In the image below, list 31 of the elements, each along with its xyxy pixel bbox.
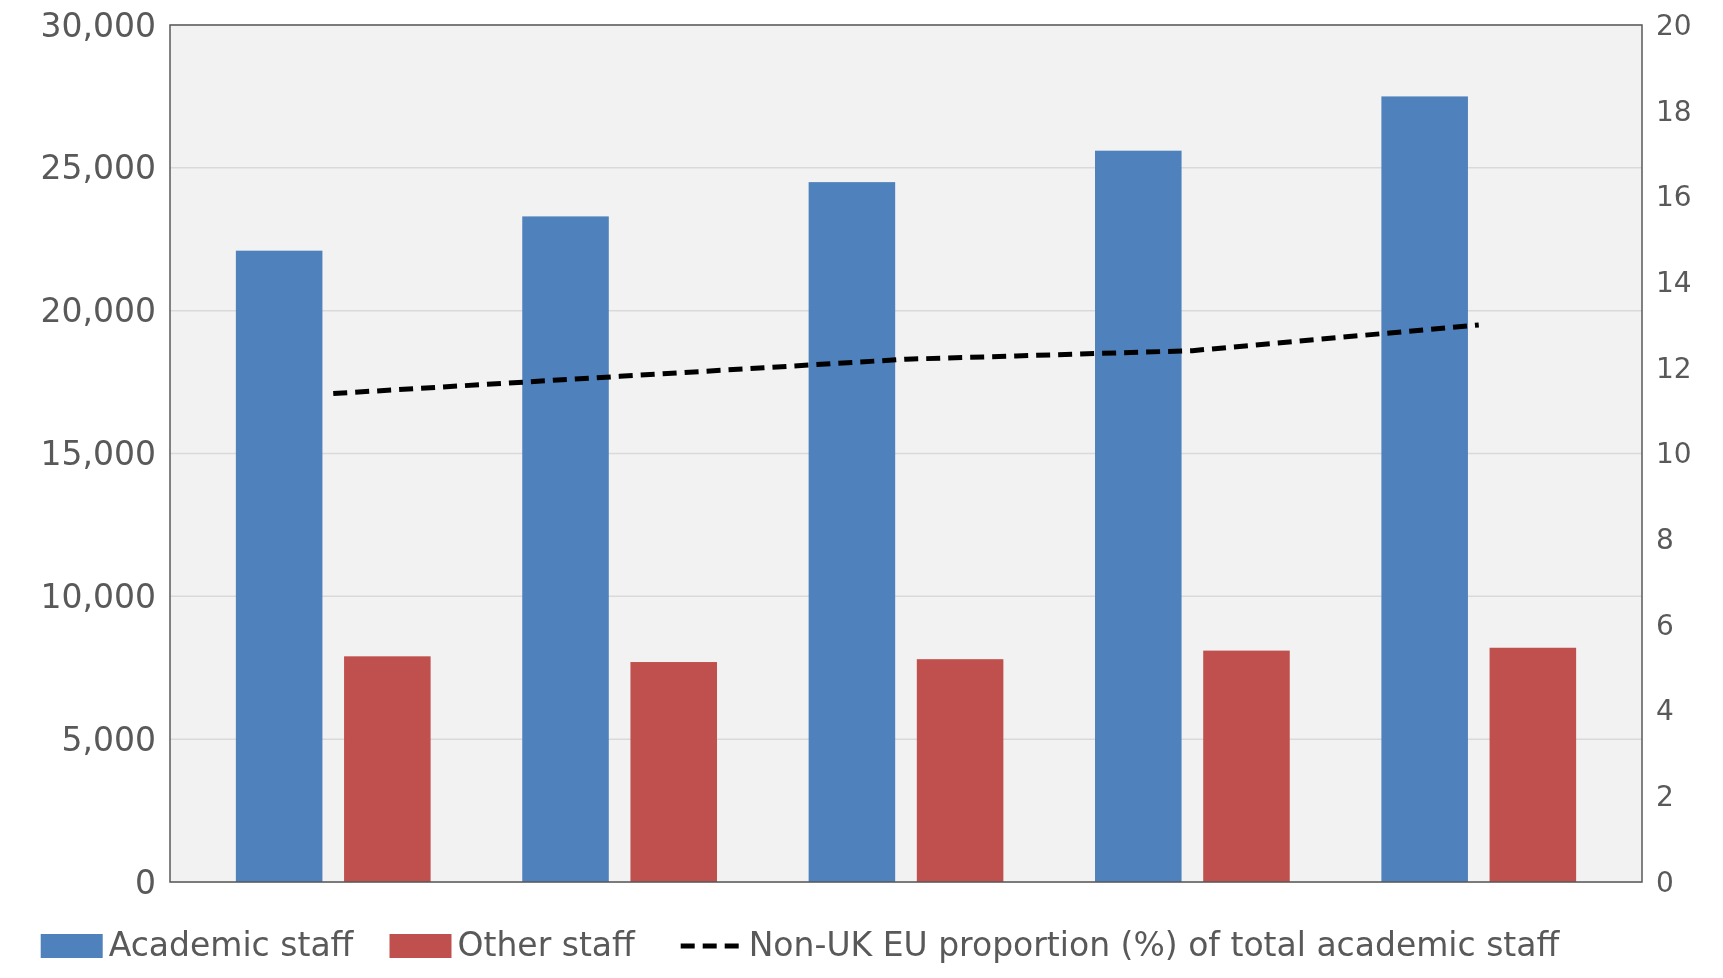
y-tick-label: 10,000 bbox=[40, 576, 156, 616]
legend-label: Academic staff bbox=[108, 925, 355, 964]
y2-tick-label: 0 bbox=[1656, 865, 1674, 899]
y2-tick-label: 16 bbox=[1656, 180, 1692, 214]
y2-tick-label: 12 bbox=[1656, 351, 1692, 385]
bar bbox=[522, 216, 609, 882]
legend-label: Non-UK EU proportion (%) of total academic staff bbox=[748, 925, 1561, 964]
bar bbox=[1381, 96, 1468, 882]
legend-label: Other staff bbox=[457, 925, 637, 964]
y2-tick-label: 6 bbox=[1656, 608, 1674, 642]
bar bbox=[916, 659, 1004, 882]
bar bbox=[235, 250, 323, 882]
bar bbox=[1489, 647, 1577, 882]
y2-tick-label: 8 bbox=[1656, 523, 1674, 556]
y2-tick-label: 14 bbox=[1656, 265, 1692, 299]
y-tick-label: 0 bbox=[135, 862, 156, 902]
y2-tick-label: 2 bbox=[1656, 780, 1674, 814]
y2-tick-label: 20 bbox=[1656, 8, 1692, 42]
y-tick-label: 30,000 bbox=[40, 5, 156, 45]
y-tick-label: 25,000 bbox=[40, 148, 156, 188]
y2-tick-label: 10 bbox=[1656, 437, 1692, 471]
bar bbox=[344, 656, 431, 882]
y2-tick-label: 4 bbox=[1656, 694, 1674, 728]
y2-tick-label: 18 bbox=[1656, 94, 1692, 128]
y-tick-label: 5,000 bbox=[61, 719, 156, 759]
bar bbox=[1203, 650, 1290, 882]
y-tick-label: 15,000 bbox=[40, 434, 156, 474]
y-tick-label: 20,000 bbox=[40, 291, 156, 331]
bar bbox=[1095, 150, 1182, 882]
bar bbox=[808, 182, 896, 882]
bar bbox=[630, 662, 717, 882]
